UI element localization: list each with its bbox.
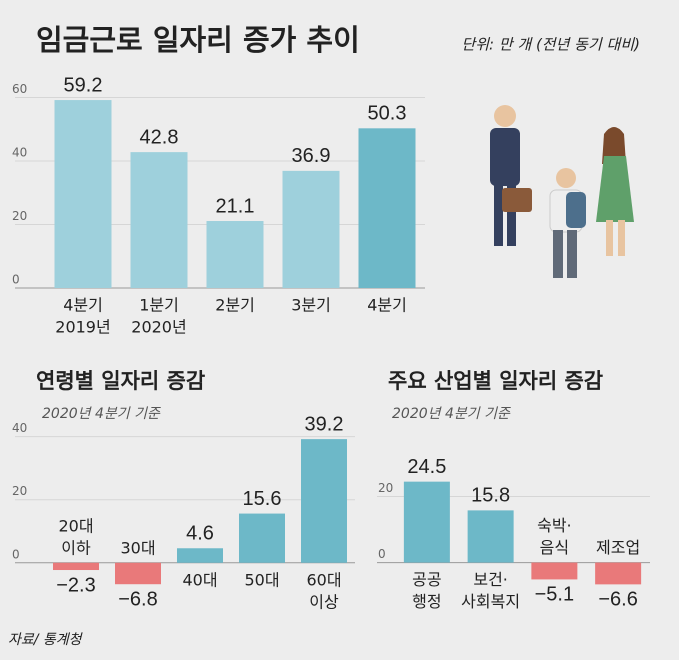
data-label: 4.6 xyxy=(186,523,214,545)
bar xyxy=(282,170,340,288)
x-tick-label: 2019년 xyxy=(55,318,110,337)
data-label: 15.6 xyxy=(243,488,282,510)
bar xyxy=(206,221,264,288)
y-tick-label: 0 xyxy=(12,273,20,287)
panel-subtitle: 2020년 4분기 기준 xyxy=(42,406,161,422)
source-note: 자료/ 통계청 xyxy=(8,632,84,648)
bar xyxy=(177,548,223,563)
panel-title: 연령별 일자리 증감 xyxy=(36,369,205,393)
bar xyxy=(239,513,285,563)
data-label: 59.2 xyxy=(64,74,103,96)
data-label: 36.9 xyxy=(292,145,331,167)
x-tick-label: 2020년 xyxy=(131,318,186,337)
bar xyxy=(467,510,514,563)
x-tick-label: 2분기 xyxy=(215,296,255,315)
bar xyxy=(115,562,161,585)
data-label: −5.1 xyxy=(535,584,574,606)
y-tick-label: 20 xyxy=(12,484,27,498)
data-label: 42.8 xyxy=(140,126,179,148)
x-tick-label: 제조업 xyxy=(596,538,640,557)
panel-title: 주요 산업별 일자리 증감 xyxy=(388,369,603,393)
bar xyxy=(595,562,642,585)
x-tick-label: 공공 xyxy=(412,570,441,589)
x-tick-label: 4분기 xyxy=(63,296,103,315)
x-tick-label: 20대 xyxy=(58,516,93,535)
x-tick-label: 숙박· xyxy=(537,516,572,535)
x-tick-label: 행정 xyxy=(412,592,441,611)
bar xyxy=(531,562,578,580)
x-tick-label: 40대 xyxy=(182,570,217,589)
data-label: −6.6 xyxy=(598,589,637,611)
x-tick-label: 3분기 xyxy=(291,296,331,315)
illustration xyxy=(490,105,634,278)
bar xyxy=(358,128,416,288)
bar xyxy=(130,152,188,288)
x-tick-label: 음식 xyxy=(540,538,569,557)
y-tick-label: 20 xyxy=(12,209,27,223)
x-tick-label: 보건· xyxy=(473,570,508,589)
x-tick-label: 이상 xyxy=(309,592,339,611)
y-tick-label: 40 xyxy=(12,146,27,160)
x-tick-label: 60대 xyxy=(306,570,341,589)
chart-title: 임금근로 일자리 증가 추이 xyxy=(36,23,360,57)
y-tick-label: 40 xyxy=(12,421,27,435)
data-label: 50.3 xyxy=(368,103,407,125)
bar xyxy=(53,562,99,571)
bar xyxy=(301,439,347,563)
y-tick-label: 0 xyxy=(378,547,386,561)
bar xyxy=(54,100,112,288)
data-label: 21.1 xyxy=(216,195,255,217)
y-tick-label: 60 xyxy=(12,82,27,96)
data-label: −6.8 xyxy=(118,588,157,610)
y-tick-label: 0 xyxy=(12,547,20,561)
y-tick-label: 20 xyxy=(378,481,393,495)
x-tick-label: 1분기 xyxy=(139,296,179,315)
data-label: 24.5 xyxy=(407,456,446,478)
data-label: −2.3 xyxy=(56,574,95,596)
data-label: 39.2 xyxy=(305,413,344,435)
x-tick-label: 이하 xyxy=(61,538,91,557)
panel-subtitle: 2020년 4분기 기준 xyxy=(392,406,511,422)
x-tick-label: 50대 xyxy=(244,570,279,589)
bar xyxy=(403,481,450,563)
x-tick-label: 4분기 xyxy=(367,296,407,315)
data-label: 15.8 xyxy=(471,485,510,507)
x-tick-label: 사회복지 xyxy=(461,592,520,611)
unit-note: 단위: 만 개 (전년 동기 대비) xyxy=(461,36,640,54)
x-tick-label: 30대 xyxy=(120,538,155,557)
